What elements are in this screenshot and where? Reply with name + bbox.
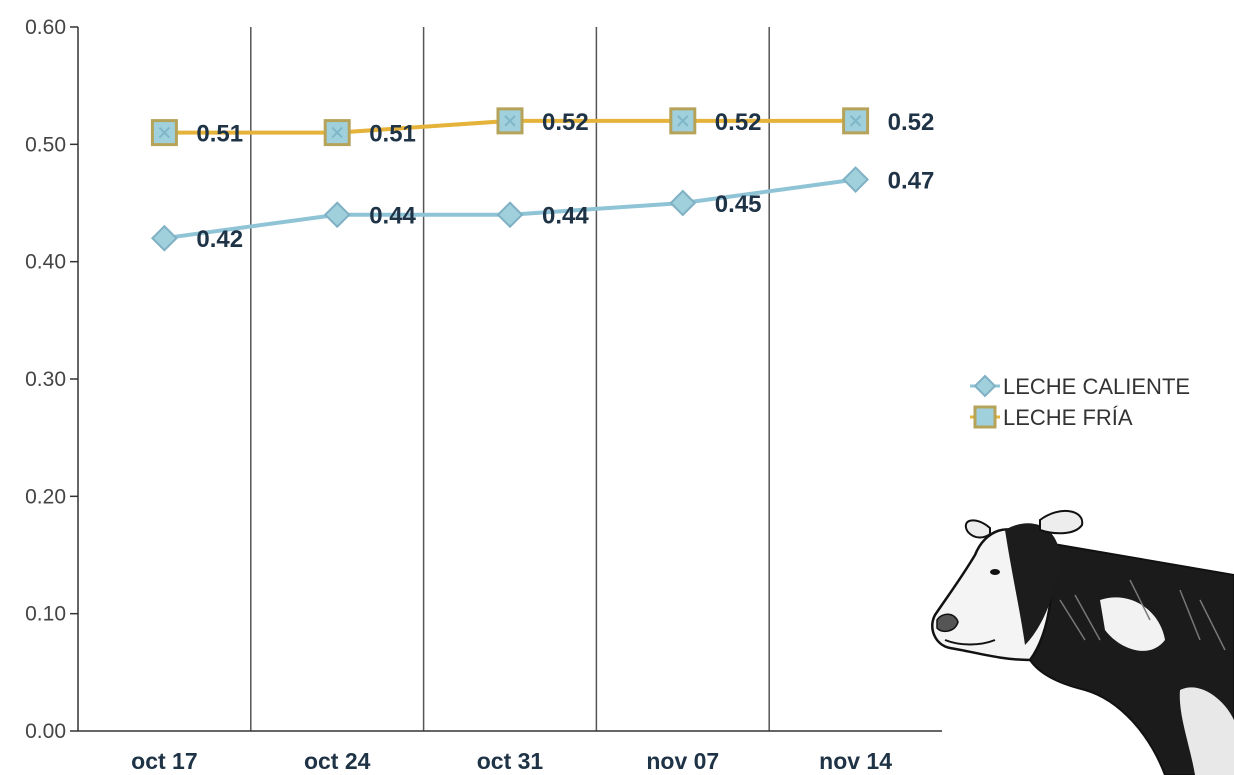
x-tick-label: nov 07 xyxy=(646,748,719,774)
series-1: 0.51 0.51 0.52 0.52 0.52 xyxy=(150,107,935,148)
data-label: 0.45 xyxy=(715,191,762,218)
legend-label: LECHE FRÍA xyxy=(1003,405,1133,430)
legend: LECHE CALIENTE LECHE FRÍA xyxy=(970,374,1190,430)
y-tick-label: 0.10 xyxy=(25,603,66,626)
series-0: 0.42 0.44 0.44 0.45 0.47 xyxy=(150,166,935,253)
data-point-mark xyxy=(677,115,689,127)
data-point xyxy=(496,201,524,229)
data-point xyxy=(323,201,351,229)
data-label: 0.42 xyxy=(196,226,243,253)
data-point-mark xyxy=(331,126,343,139)
y-tick-labels: 0.00 0.10 0.20 0.30 0.40 0.50 0.60 xyxy=(25,16,78,743)
data-label: 0.47 xyxy=(888,168,935,195)
x-tick-labels: oct 17 oct 24 oct 31 nov 07 nov 14 xyxy=(131,748,892,774)
data-point xyxy=(669,189,697,217)
legend-marker xyxy=(973,374,997,398)
data-label: 0.51 xyxy=(196,121,243,148)
data-label: 0.44 xyxy=(542,203,589,230)
data-point xyxy=(150,224,178,252)
data-label: 0.52 xyxy=(542,109,589,136)
y-tick-label: 0.00 xyxy=(25,720,66,743)
legend-label: LECHE CALIENTE xyxy=(1003,374,1190,399)
y-tick-label: 0.30 xyxy=(25,368,66,391)
data-point xyxy=(842,166,870,193)
y-tick-label: 0.50 xyxy=(25,133,66,156)
legend-marker xyxy=(973,405,997,429)
data-label: 0.52 xyxy=(888,109,935,136)
data-label: 0.51 xyxy=(369,121,416,148)
data-point-mark xyxy=(849,115,862,127)
data-label: 0.44 xyxy=(369,203,416,230)
series-layer: 0.42 0.44 0.44 0.45 0.47 0.51 0.51 0.52 0.52 0.52 xyxy=(150,107,935,253)
cow-icon xyxy=(931,509,1234,775)
x-tick-label: oct 24 xyxy=(304,748,371,774)
y-tick-label: 0.20 xyxy=(25,485,66,508)
x-tick-label: nov 14 xyxy=(819,748,892,774)
x-tick-label: oct 17 xyxy=(131,748,197,774)
y-tick-label: 0.60 xyxy=(25,16,66,39)
data-label: 0.52 xyxy=(715,109,762,136)
x-tick-label: oct 31 xyxy=(477,748,544,774)
data-point-mark xyxy=(158,126,171,139)
data-point-mark xyxy=(504,115,516,127)
vertical-gridlines xyxy=(250,27,770,731)
y-tick-label: 0.40 xyxy=(25,251,66,274)
